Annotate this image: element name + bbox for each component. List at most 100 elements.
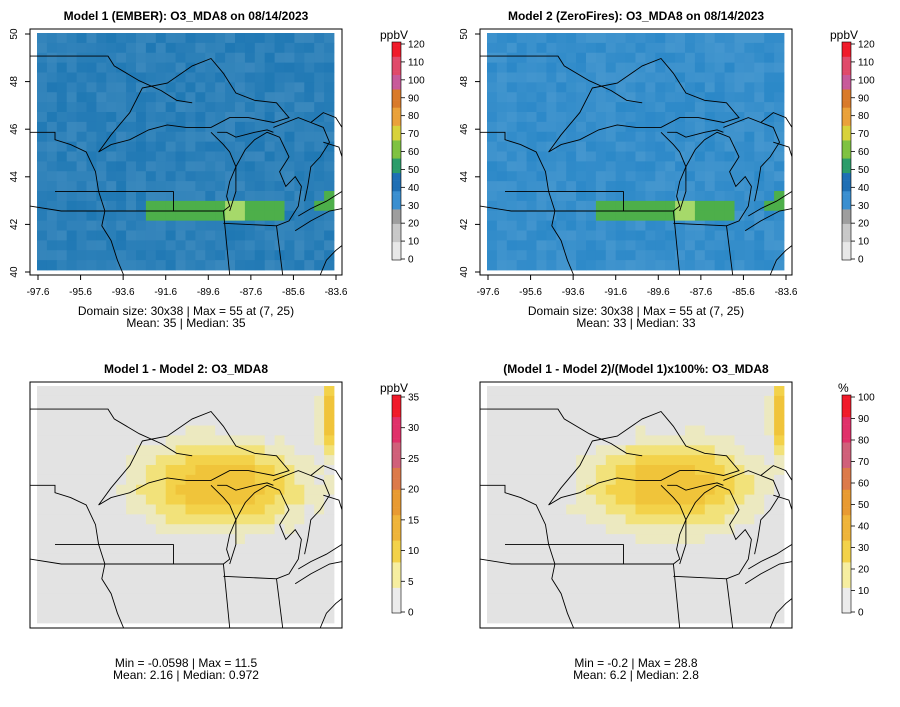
grid-cell [175,386,186,397]
grid-cell [536,603,547,614]
grid-cell [496,465,508,476]
colorbar-segment [842,591,851,596]
colorbar-segment [392,569,401,574]
grid-cell [586,553,597,565]
grid-cell [116,161,127,172]
grid-cell [205,553,216,565]
grid-cell [694,250,706,261]
grid-cell [546,445,557,456]
grid-cell [46,151,58,162]
grid-cell [734,191,745,202]
grid-cell [175,524,186,535]
grid-cell [685,92,696,103]
stats-line-1: Min = -0.2 | Max = 28.8 [574,656,698,670]
grid-cell [145,250,157,261]
grid-cell [235,524,246,535]
grid-cell [116,92,127,103]
colorbar-tick-label: 35 [408,393,420,404]
grid-cell [215,465,226,476]
grid-cell [37,171,48,182]
grid-cell [586,171,597,182]
boundary-line [273,470,331,555]
grid-cell [635,573,646,584]
grid-cell [526,151,537,162]
grid-cell [56,72,68,83]
grid-cell [734,583,745,594]
colorbar-segment [392,121,401,126]
grid-cell [576,425,587,436]
grid-cell [685,405,696,417]
grid-cell [615,230,626,241]
grid-cell [116,72,127,83]
grid-cell [724,563,735,575]
grid-cell [566,102,577,113]
grid-cell [264,435,275,446]
grid-cell [734,395,745,407]
grid-cell [165,534,176,545]
grid-cell [244,504,256,515]
grid-cell [244,230,256,241]
grid-cell [496,131,508,143]
grid-cell [225,474,236,486]
grid-cell [46,465,58,476]
grid-cell [665,200,676,212]
grid-cell [655,514,666,525]
colorbar-segment [392,212,401,217]
grid-cell [774,455,785,466]
grid-cell [106,455,117,466]
grid-cell [86,42,97,54]
grid-cell [126,141,137,152]
grid-cell [175,62,186,73]
grid-cell [754,415,765,426]
grid-cell [764,230,775,241]
grid-cell [556,415,567,426]
grid-cell [56,82,68,93]
grid-cell [195,613,206,624]
boundary-line [744,208,793,232]
grid-cell [635,445,646,456]
grid-cell [56,415,68,426]
grid-cell [116,131,127,143]
grid-cell [46,112,58,123]
grid-cell [324,425,335,436]
colorbar-segment [842,227,851,232]
colorbar-segment [392,89,401,94]
grid-cell [314,465,325,476]
grid-cell [175,573,186,584]
grid-cell [106,210,117,222]
colorbar-segment [842,205,851,210]
grid-cell [605,563,617,575]
grid-cell [546,524,557,535]
grid-cell [487,112,498,123]
grid-cell [734,82,745,93]
grid-cell [506,102,518,113]
grid-cell [155,395,167,407]
grid-cell [625,260,636,271]
grid-cell [76,514,87,525]
grid-cell [506,151,518,162]
grid-cell [46,141,58,152]
grid-cell [96,474,107,486]
grid-cell [734,544,745,555]
grid-cell [145,210,157,222]
colorbar-segment [842,540,851,545]
grid-cell [205,524,216,535]
grid-cell [96,92,107,103]
boundary-line [298,544,343,570]
grid-cell [526,553,537,565]
grid-cell [694,151,706,162]
grid-cell [595,72,607,83]
grid-cell [615,131,626,143]
grid-cell [284,72,295,83]
grid-cell [764,220,775,231]
stats-line-1: Domain size: 30x38 | Max = 55 at (7, 25) [527,304,745,318]
boundary-lines [479,55,793,276]
grid-cell [724,405,735,417]
grid-cell [314,250,325,261]
grid-cell [496,161,508,172]
grid-cell [675,405,686,417]
colorbar-segment [392,427,401,432]
grid-cell [704,151,716,162]
grid-cell [106,514,117,525]
colorbar-segment [392,504,401,508]
